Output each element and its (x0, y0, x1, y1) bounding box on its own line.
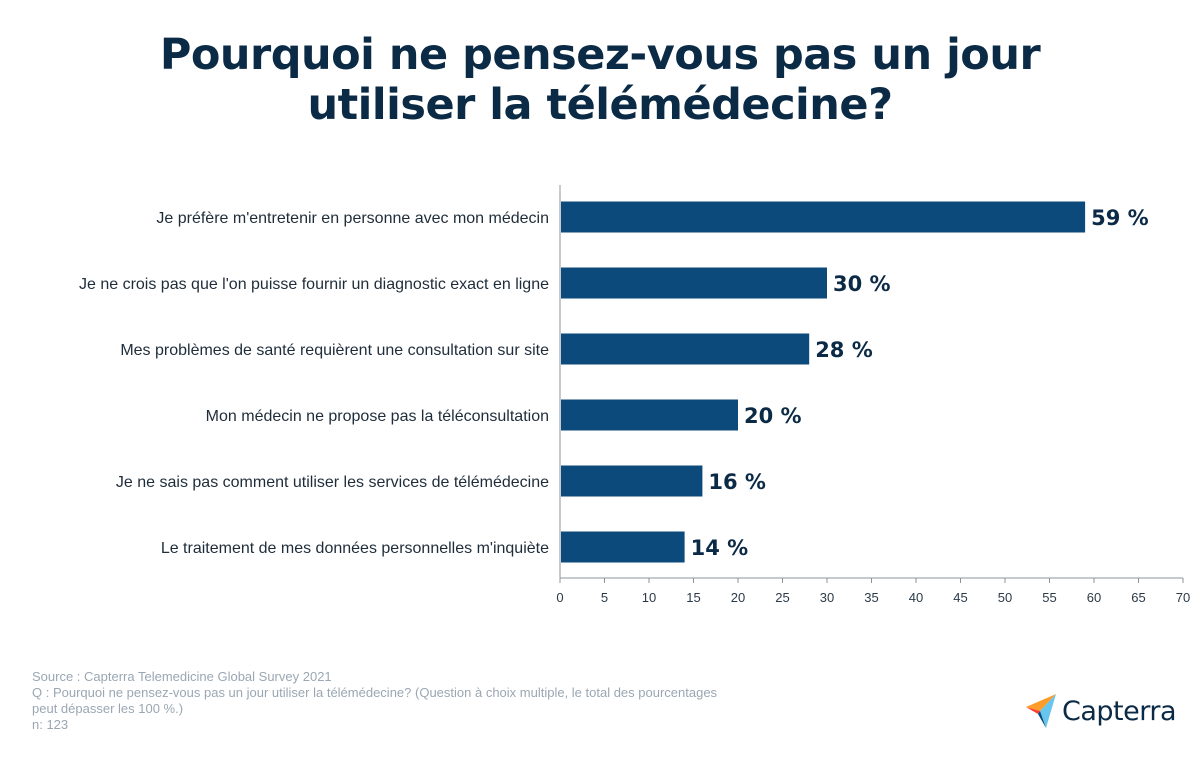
x-tick-label-20: 20 (731, 590, 745, 605)
footer-question-line-2: peut dépasser les 100 %.) (32, 701, 184, 716)
x-tick-label-0: 0 (556, 590, 563, 605)
bar-5 (561, 465, 703, 497)
category-label-1: Je préfère m'entretenir en personne avec… (156, 210, 549, 227)
x-tick-label-65: 65 (1131, 590, 1145, 605)
chart-title-line-2: utiliser la télémédecine? (307, 80, 893, 130)
category-label-4: Mon médecin ne propose pas la téléconsul… (206, 408, 549, 425)
capterra-arrow-icon (1026, 694, 1056, 728)
footer-sample-size: n: 123 (32, 717, 69, 732)
x-tick-label-70: 70 (1176, 590, 1190, 605)
x-tick-label-30: 30 (820, 590, 834, 605)
bar-2 (561, 267, 827, 299)
x-tick-label-45: 45 (953, 590, 967, 605)
bar-chart: 0 5 10 15 20 25 30 35 40 45 50 55 60 65 70 Je préfère m… (79, 185, 1190, 605)
chart-title: Pourquoi ne pensez-vous pas un jour util… (0, 30, 1200, 130)
value-label-5: 16 % (708, 470, 766, 494)
x-tick-label-15: 15 (686, 590, 700, 605)
capterra-logo: Capterra (1026, 693, 1177, 729)
x-tick-label-5: 5 (601, 590, 608, 605)
x-tick-label-25: 25 (775, 590, 789, 605)
value-label-3: 28 % (815, 338, 873, 362)
x-tick-label-35: 35 (864, 590, 878, 605)
value-label-2: 30 % (833, 272, 891, 296)
footer-question-line-1: Q : Pourquoi ne pensez-vous pas un jour … (32, 685, 718, 700)
category-label-6: Le traitement de mes données personnelle… (161, 540, 549, 557)
bar-1 (561, 201, 1086, 233)
category-label-3: Mes problèmes de santé requièrent une co… (120, 342, 549, 359)
capterra-logo-text: Capterra (1062, 695, 1177, 727)
value-label-1: 59 % (1091, 206, 1149, 230)
value-label-4: 20 % (744, 404, 802, 428)
category-label-5: Je ne sais pas comment utiliser les serv… (116, 474, 549, 491)
value-label-6: 14 % (691, 536, 749, 560)
chart-title-line-1: Pourquoi ne pensez-vous pas un jour (159, 30, 1041, 80)
x-tick-label-60: 60 (1087, 590, 1101, 605)
x-tick-label-10: 10 (642, 590, 656, 605)
footer-notes: Source : Capterra Telemedicine Global Su… (32, 669, 832, 733)
bar-4 (561, 399, 738, 431)
x-tick-label-50: 50 (998, 590, 1012, 605)
x-tick-label-55: 55 (1042, 590, 1056, 605)
category-label-2: Je ne crois pas que l'on puisse fournir … (79, 276, 549, 293)
bar-3 (561, 333, 810, 365)
x-tick-label-40: 40 (909, 590, 923, 605)
footer-source: Source : Capterra Telemedicine Global Su… (32, 669, 332, 684)
bar-6 (561, 531, 685, 563)
